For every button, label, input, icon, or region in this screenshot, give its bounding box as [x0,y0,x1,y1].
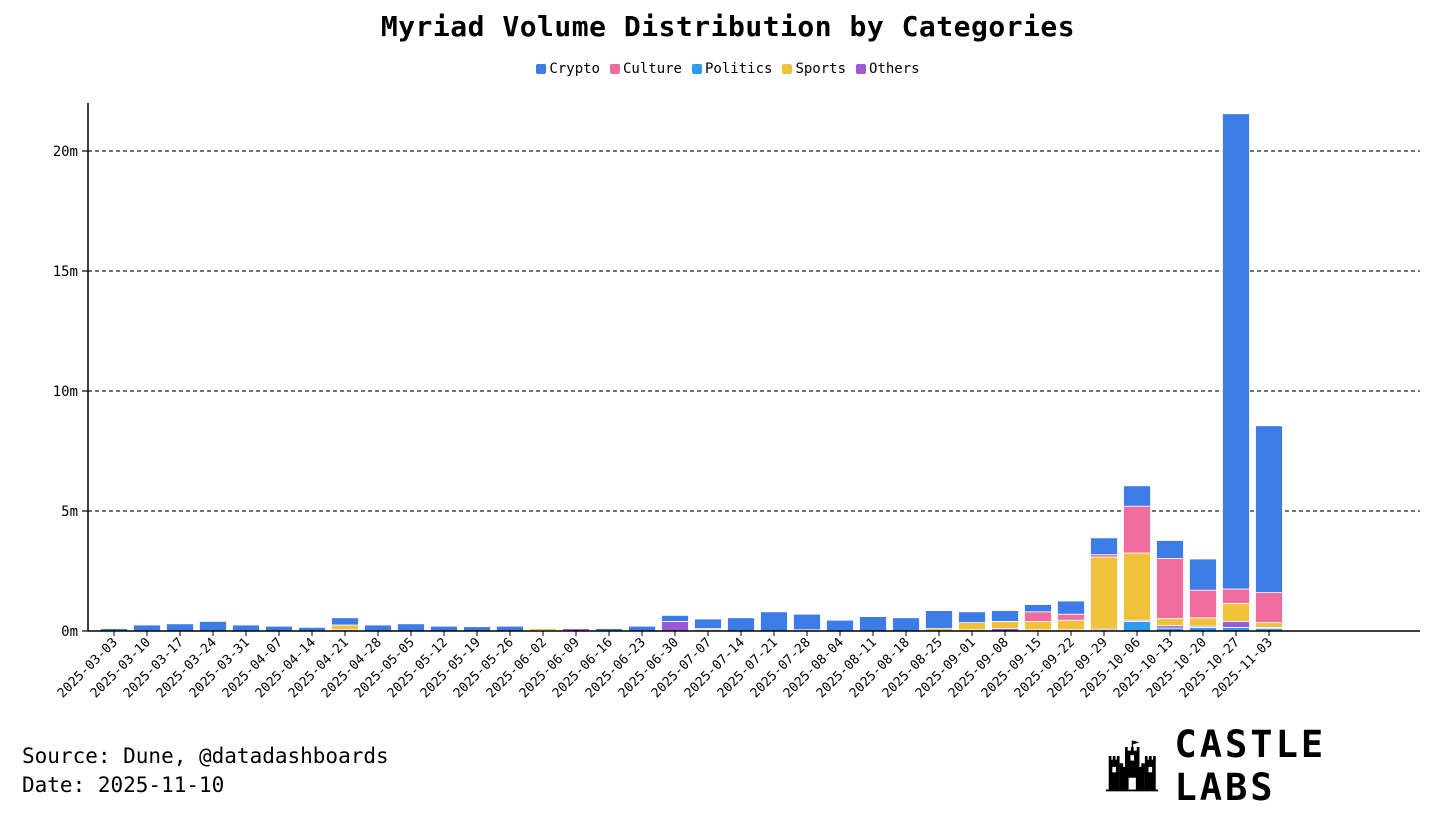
bar-crypto [1090,537,1118,556]
bar-sports [331,624,359,631]
bar-sports [1090,556,1118,630]
bar-sports [1024,621,1052,631]
bar-crypto [199,621,227,632]
bar-sports [1255,622,1283,628]
legend-swatch [536,64,547,74]
bar-crypto [1024,604,1052,613]
bar-culture [562,627,590,630]
bar-culture [1255,592,1283,623]
bar-crypto [925,610,953,629]
bar-culture [1222,588,1250,604]
legend-swatch [692,64,702,74]
bar-others [1222,621,1250,628]
brand-name: CASTLE LABS [1174,723,1327,809]
bar-sports [991,621,1019,630]
bar-sports [1189,617,1217,627]
y-tick-label: 5m [61,504,78,520]
legend-item-politics: Politics [692,61,772,77]
legend: Crypto Culture Politics Sports Others [0,61,1456,77]
bar-crypto [760,611,788,632]
y-tick-label: 20m [53,144,78,160]
bar-crypto [1222,113,1250,590]
bar-culture [1057,613,1085,621]
legend-item-others: Others [856,61,920,77]
legend-label: Culture [622,61,682,77]
source-text: Source: Dune, @datadashboards [22,744,389,768]
bar-crypto [1057,600,1085,615]
bar-culture [1156,558,1184,619]
legend-item-crypto: Crypto [536,61,600,77]
y-tick-label: 10m [53,384,78,400]
legend-item-sports: Sports [782,61,846,77]
y-tick-label: 0m [61,624,78,640]
legend-label: Sports [795,61,847,77]
bar-crypto [991,610,1019,622]
chart-title: Myriad Volume Distribution by Categories [380,10,1076,43]
bar-crypto [1156,540,1184,559]
bar-crypto [1123,485,1151,507]
bar-politics [1123,621,1151,632]
legend-swatch [782,64,793,74]
bar-crypto [694,618,722,630]
bar-sports [529,628,557,631]
bar-crypto [1255,425,1283,593]
legend-item-culture: Culture [609,61,682,77]
bar-crypto [826,619,854,632]
date-text: Date: 2025-11-10 [22,773,225,797]
bar-crypto [859,616,887,632]
y-tick-label: 15m [53,264,78,280]
legend-label: Crypto [549,61,600,77]
bar-crypto [1189,558,1217,591]
legend-label: Politics [705,61,773,77]
bar-sports [1123,552,1151,621]
castle-icon [1106,740,1159,792]
legend-label: Others [869,61,920,77]
bar-sports [1222,603,1250,622]
bar-others [661,621,689,632]
legend-swatch [856,64,867,74]
footer-source: Source: Dune, @datadashboards Date: 2025… [22,742,389,800]
bar-sports [958,622,986,631]
bar-culture [1024,611,1052,622]
bar-crypto [661,615,689,622]
bar-crypto [166,623,194,632]
bar-culture [1189,589,1217,619]
bar-sports [1057,619,1085,631]
bar-crypto [133,624,161,632]
bar-crypto [793,613,821,631]
bar-crypto [727,617,755,632]
bar-crypto [958,611,986,623]
bar-crypto [331,617,359,626]
bar-culture [1123,505,1151,554]
bar-crypto [232,624,260,632]
bar-crypto [892,617,920,632]
bar-crypto [364,624,392,632]
legend-swatch [609,64,620,74]
bar-crypto [397,623,425,632]
brand-logo: CASTLE LABS [1106,723,1426,809]
bar-sports [1156,618,1184,627]
